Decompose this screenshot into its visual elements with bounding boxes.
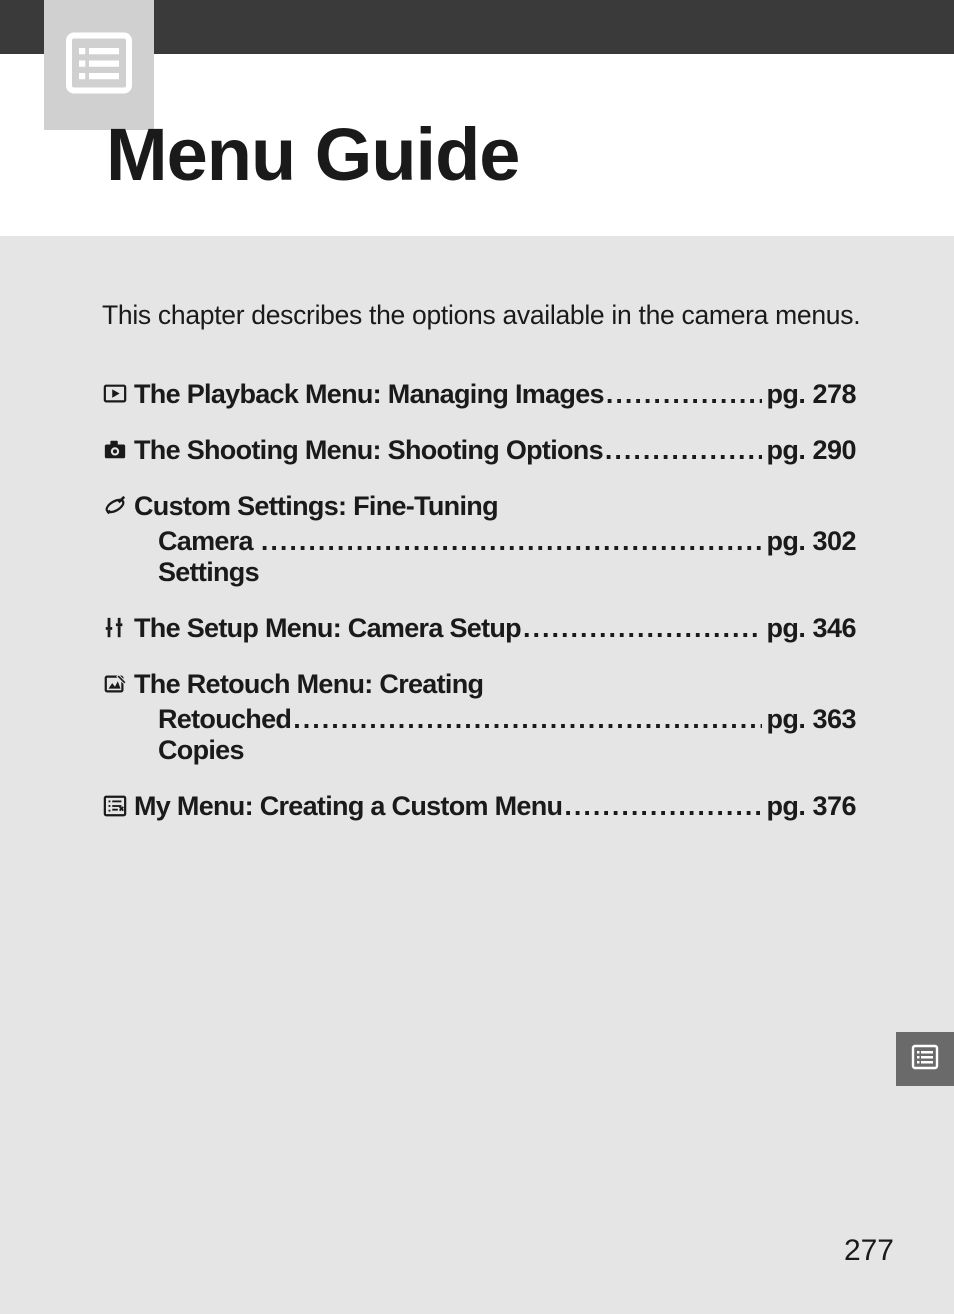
toc-entry-playback[interactable]: The Playback Menu: Managing Images 278	[100, 378, 856, 410]
leader-dots	[521, 613, 762, 644]
intro-paragraph: This chapter describes the options avail…	[102, 300, 860, 331]
chapter-icon-box	[44, 0, 154, 130]
list-icon	[64, 28, 134, 103]
toc-entry-label: The Shooting Menu: Shooting Options	[134, 435, 603, 466]
playback-icon	[100, 381, 130, 407]
toc-entry-page: 376	[762, 791, 856, 822]
shooting-icon	[100, 437, 130, 463]
leader-dots	[562, 791, 762, 822]
leader-dots	[603, 435, 763, 466]
mymenu-icon	[100, 793, 130, 819]
retouch-icon	[100, 671, 130, 697]
leader-dots	[259, 526, 763, 557]
list-icon	[911, 1044, 939, 1075]
toc-entry-label: My Menu: Creating a Custom Menu	[134, 791, 562, 822]
leader-dots	[604, 379, 763, 410]
chapter-title: Menu Guide	[106, 112, 519, 197]
toc-entry-label: The Setup Menu: Camera Setup	[134, 613, 521, 644]
toc-entry-mymenu[interactable]: My Menu: Creating a Custom Menu 376	[100, 790, 856, 822]
toc-entry-custom[interactable]: Custom Settings: Fine-Tuning Camera Sett…	[100, 490, 856, 588]
table-of-contents: The Playback Menu: Managing Images 278 T…	[100, 378, 856, 822]
leader-dots	[291, 704, 762, 735]
toc-entry-page: 290	[762, 435, 856, 466]
toc-entry-label: The Playback Menu: Managing Images	[134, 379, 604, 410]
toc-entry-continuation: Camera Settings	[158, 526, 259, 588]
section-tab[interactable]	[896, 1032, 954, 1086]
custom-icon	[100, 493, 130, 519]
setup-icon	[100, 615, 130, 641]
page-number: 277	[844, 1234, 894, 1268]
toc-entry-page: 278	[762, 379, 856, 410]
toc-entry-setup[interactable]: The Setup Menu: Camera Setup 346	[100, 612, 856, 644]
toc-entry-label: Custom Settings: Fine-Tuning	[134, 491, 498, 522]
toc-entry-page: 302	[762, 526, 856, 557]
toc-entry-continuation: Retouched Copies	[158, 704, 291, 766]
toc-entry-page: 363	[762, 704, 856, 735]
chapter-title-band: Menu Guide	[0, 54, 954, 236]
toc-entry-label: The Retouch Menu: Creating	[134, 669, 483, 700]
toc-entry-page: 346	[762, 613, 856, 644]
toc-entry-shooting[interactable]: The Shooting Menu: Shooting Options 290	[100, 434, 856, 466]
toc-entry-retouch[interactable]: The Retouch Menu: Creating Retouched Cop…	[100, 668, 856, 766]
